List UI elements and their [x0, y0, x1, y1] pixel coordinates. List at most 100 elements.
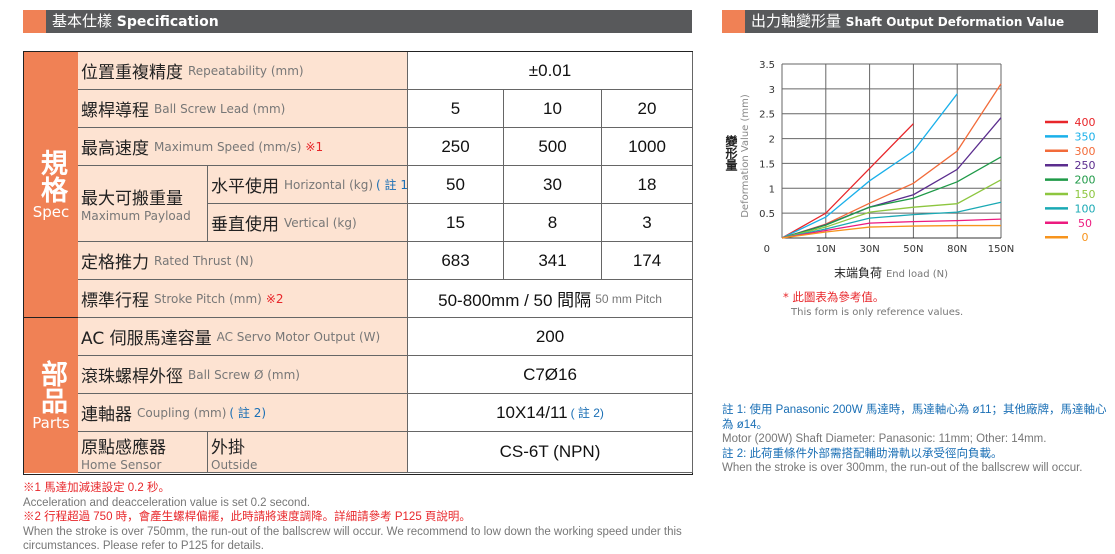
- value-cell: 8: [504, 204, 602, 242]
- x-tick-label: 50N: [903, 244, 923, 255]
- value-cell: ±0.01: [408, 52, 693, 90]
- label-zh: 滾珠螺桿外徑: [81, 367, 183, 387]
- value-cell: 5: [408, 90, 504, 128]
- row-label: 標準行程 Stroke Pitch (mm) ※2: [78, 280, 408, 318]
- value-cell: 15: [408, 204, 504, 242]
- label-zh: 位置重複精度: [81, 63, 183, 83]
- y-tick-label: 1: [769, 184, 775, 195]
- y-tick-label: 3.5: [759, 60, 775, 71]
- value-text: C7Ø16: [523, 364, 577, 384]
- legend-label: 200: [1075, 174, 1096, 187]
- y-tick-label: 0.5: [759, 209, 775, 220]
- label-zh: 螺桿導程: [81, 101, 149, 121]
- legend-label: 100: [1075, 202, 1096, 215]
- value-cell: 683: [408, 242, 504, 280]
- label-zh: AC 伺服馬達容量: [81, 329, 212, 349]
- row-label: 位置重複精度 Repeatability (mm): [78, 52, 408, 90]
- legend-label: 300: [1075, 145, 1096, 158]
- value-cell: 10X14/11( 註 2): [408, 394, 693, 432]
- header-en: Shaft Output Deformation Value: [845, 15, 1065, 29]
- x-tick-label: 30N: [859, 244, 879, 255]
- x-axis-label-en: End load (N): [886, 269, 948, 280]
- header-en: Specification: [116, 14, 219, 30]
- value-text: 10X14/11: [496, 402, 568, 422]
- chart-section-header: 出力軸變形量 Shaft Output Deformation Value: [722, 10, 1098, 33]
- note-line: 註 1: 使用 Panasonic 200W 馬達時，馬達軸心為 ø11；其他廠…: [722, 404, 1107, 431]
- label-en: Repeatability (mm): [188, 63, 304, 78]
- label-en: Outside: [211, 457, 258, 472]
- series-line-0: [781, 224, 1001, 239]
- spec-table: 位置重複精度 Repeatability (mm) ±0.01 螺桿導程 Ball Sc…: [23, 51, 693, 475]
- row-label: 滾珠螺桿外徑 Ball Screw Ø (mm): [78, 356, 408, 394]
- value-cell: CS-6T (NPN): [408, 432, 693, 473]
- note-line: ※1 馬達加減速設定 0.2 秒。: [23, 482, 170, 494]
- spec-section-header: 基本仕樣 Specification: [23, 10, 692, 33]
- note-line: 註 2: 此荷重條件外部需搭配輔助滑軌以承受徑向負載。: [722, 447, 1003, 460]
- note-marker: ( 註 2): [229, 406, 267, 420]
- legend-label: 150: [1075, 188, 1096, 201]
- label-zh: 外掛: [211, 437, 245, 458]
- label-en: Maximum Speed (mm/s): [154, 139, 302, 154]
- label-en: Coupling (mm): [137, 405, 227, 420]
- group-zh: 規格: [36, 148, 67, 203]
- y-axis-label-zh: 變形量: [724, 134, 738, 171]
- row-label: 最高速度 Maximum Speed (mm/s) ※1: [78, 128, 408, 166]
- x-tick-label: 80N: [947, 244, 967, 255]
- series-line-100: [781, 201, 1002, 239]
- value-text: 200: [535, 326, 565, 346]
- value-cell: 18: [602, 166, 693, 204]
- legend-label: 50: [1078, 217, 1092, 230]
- series-line-50: [781, 218, 1002, 239]
- label-en: Horizontal (kg): [284, 177, 374, 192]
- series-line-150: [781, 179, 1002, 239]
- value-text: CS-6T (NPN): [499, 442, 601, 461]
- legend-label: 400: [1075, 116, 1096, 129]
- parts-group-label: 部品 Parts: [24, 318, 78, 473]
- header-zh: 基本仕樣: [52, 12, 113, 30]
- series-line-350: [781, 93, 958, 239]
- group-zh: 部品: [36, 359, 67, 414]
- note-line: When the stroke is over 300mm, the run-o…: [722, 462, 1083, 474]
- legend-label: 250: [1075, 159, 1096, 172]
- value-cell: 50: [408, 166, 504, 204]
- spec-group-label: 規格 Spec: [24, 52, 78, 318]
- chart-note-en: This form is only reference values.: [790, 307, 963, 318]
- header-accent: [722, 10, 745, 33]
- y-tick-label: 1.5: [759, 159, 775, 170]
- label-zh: 最高速度: [81, 139, 149, 159]
- value-en: 50 mm Pitch: [595, 291, 662, 306]
- value-text: ±0.01: [528, 60, 572, 80]
- legend-label: 350: [1075, 130, 1096, 143]
- note-marker: ※1: [305, 139, 324, 154]
- legend-label: 0: [1082, 231, 1089, 244]
- label-en: Home Sensor: [81, 457, 162, 472]
- row-label-payload: 最大可搬重量 Maximum Payload: [78, 166, 208, 242]
- value-cell: 50-800mm / 50 間隔 50 mm Pitch: [408, 280, 693, 318]
- label-en: Maximum Payload: [81, 209, 191, 223]
- label-zh: 最大可搬重量: [81, 189, 183, 209]
- row-label-home-sensor: 原點感應器 Home Sensor: [78, 432, 208, 473]
- value-cell: C7Ø16: [408, 356, 693, 394]
- series-line-400: [781, 123, 914, 239]
- label-en: AC Servo Motor Output (W): [216, 329, 381, 344]
- row-sublabel: 外掛 Outside: [208, 432, 408, 473]
- group-en: Spec: [32, 202, 70, 221]
- label-en: Ball Screw Ø (mm): [188, 367, 300, 382]
- header-accent: [23, 10, 46, 33]
- value-cell: 30: [504, 166, 602, 204]
- y-tick-label: 2.5: [759, 110, 775, 121]
- note-marker: ( 註 1): [376, 178, 413, 192]
- row-label: AC 伺服馬達容量 AC Servo Motor Output (W): [78, 318, 408, 356]
- x-tick-label: 10N: [816, 244, 836, 255]
- note-line: Motor (200W) Shaft Diameter: Panasonic: …: [722, 433, 1047, 445]
- footnotes-left: ※1 馬達加減速設定 0.2 秒。 Acceleration and deacce…: [23, 481, 693, 554]
- label-zh: 原點感應器: [81, 437, 166, 458]
- note-line: ※2 行程超過 750 時，會產生螺桿偏擺，此時請將速度調降。詳細請參考 P12…: [23, 511, 471, 523]
- value-cell: 341: [504, 242, 602, 280]
- value-cell: 250: [408, 128, 504, 166]
- series-line-300: [781, 83, 1002, 239]
- x-axis-label: 末端負荷 End load (N): [834, 266, 948, 280]
- header-zh: 出力軸變形量: [751, 12, 842, 30]
- y-tick-label: 2: [769, 135, 775, 146]
- value-cell: 500: [504, 128, 602, 166]
